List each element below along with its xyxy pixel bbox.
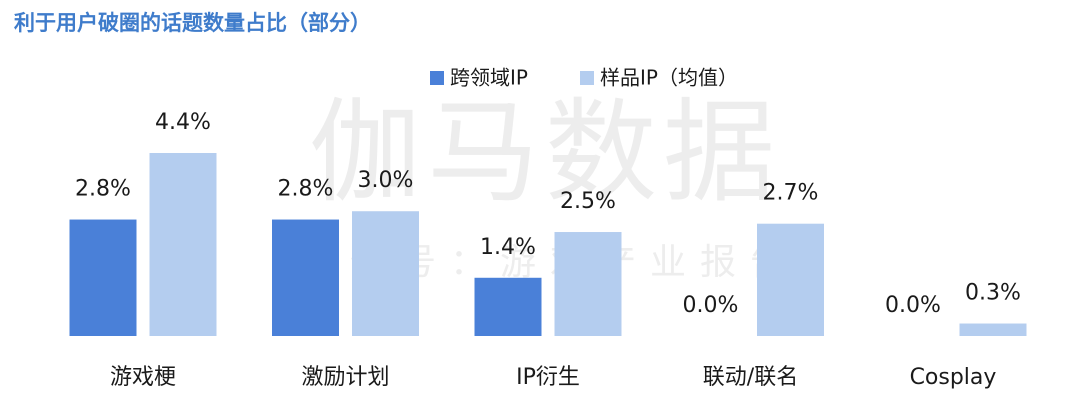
bar <box>554 232 622 336</box>
x-tick-label: 联动/联名 <box>703 365 798 390</box>
bar <box>149 153 217 336</box>
value-label: 2.8% <box>278 177 334 202</box>
value-label: 2.8% <box>75 177 131 202</box>
value-label: 0.3% <box>965 281 1021 306</box>
x-tick-label: Cosplay <box>910 365 997 390</box>
bar <box>69 219 137 336</box>
legend-swatch <box>430 71 444 85</box>
x-tick-label: 激励计划 <box>301 365 389 390</box>
legend-swatch <box>580 71 594 85</box>
bar <box>352 211 419 336</box>
value-label: 1.4% <box>480 235 536 260</box>
bar <box>474 277 542 336</box>
legend-label: 跨领域IP <box>450 66 528 90</box>
value-label: 0.0% <box>683 293 739 318</box>
x-tick-label: IP衍生 <box>516 365 580 390</box>
value-label: 2.5% <box>560 189 616 214</box>
bar <box>959 323 1027 336</box>
value-label: 0.0% <box>885 293 941 318</box>
bar <box>272 219 339 336</box>
value-label: 4.4% <box>155 110 211 135</box>
legend-label: 样品IP（均值） <box>600 66 738 90</box>
x-tick-label: 游戏梗 <box>110 365 176 390</box>
value-label: 3.0% <box>358 168 414 193</box>
bar <box>757 223 824 336</box>
watermark: 伽马数据 <box>309 88 781 218</box>
value-label: 2.7% <box>763 181 819 206</box>
chart-title: 利于用户破圈的话题数量占比（部分） <box>14 11 371 35</box>
